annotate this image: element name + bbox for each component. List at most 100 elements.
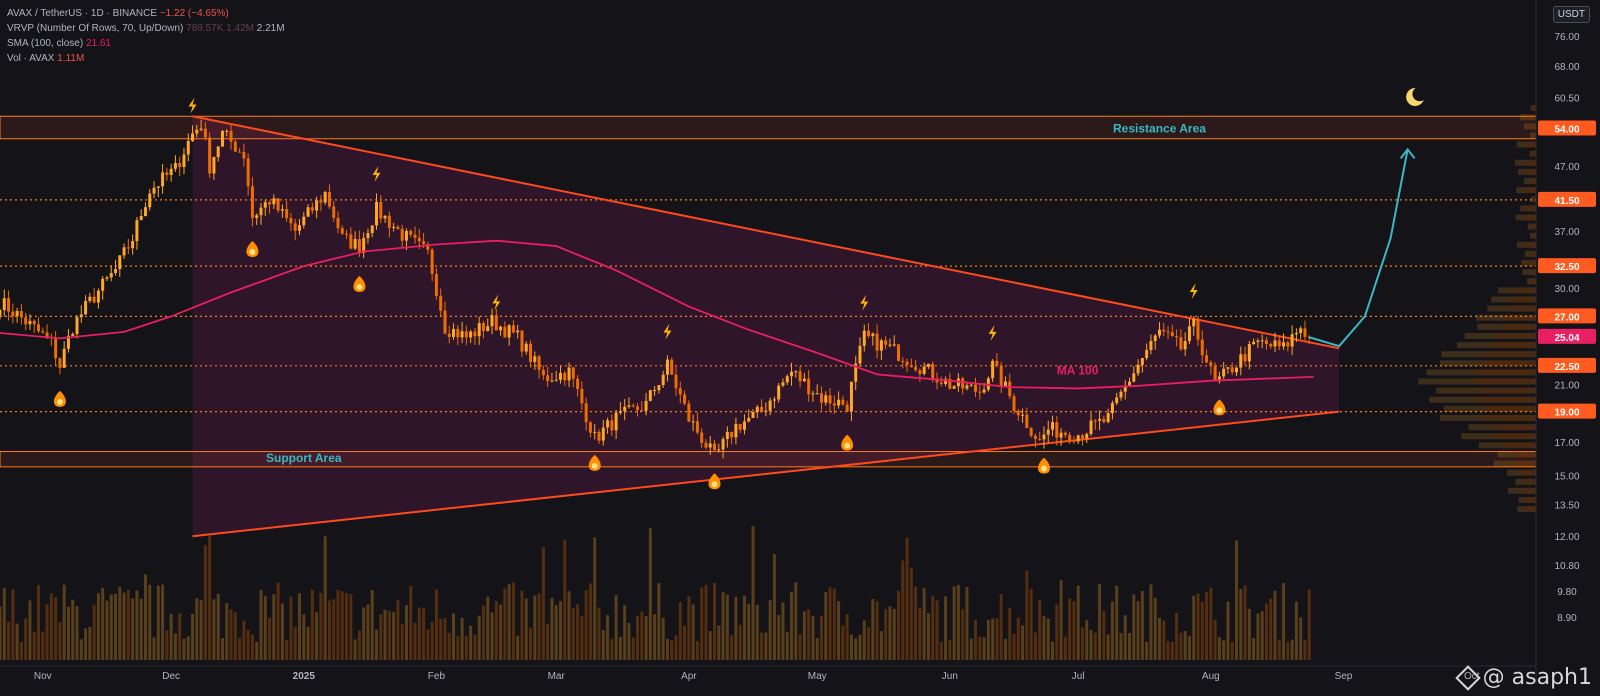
volume-bar bbox=[494, 600, 498, 660]
volume-bar bbox=[233, 612, 237, 660]
volume-bar bbox=[828, 587, 832, 660]
candle-body bbox=[507, 325, 511, 338]
volume-bar bbox=[486, 596, 490, 660]
volume-profile-bar bbox=[1504, 442, 1536, 449]
volume-bar bbox=[345, 593, 349, 660]
volume-bar bbox=[191, 613, 195, 660]
volume-bar bbox=[1239, 588, 1243, 660]
candle-body bbox=[558, 372, 562, 380]
legend-vrvp-total: 2.21M bbox=[256, 23, 285, 34]
candle-body bbox=[888, 344, 892, 346]
volume-profile-bar bbox=[1426, 369, 1476, 376]
candle-body bbox=[1016, 410, 1020, 416]
candle-body bbox=[1136, 364, 1140, 374]
volume-bar bbox=[537, 593, 541, 660]
candle-body bbox=[456, 328, 460, 338]
candle-body bbox=[854, 363, 858, 382]
currency-button[interactable]: USDT bbox=[1552, 6, 1590, 23]
volume-bar bbox=[404, 605, 408, 660]
volume-bar bbox=[161, 584, 165, 660]
legend-symbol-row[interactable]: AVAX / TetherUS · 1D · BINANCE −1.22 (−4… bbox=[7, 6, 285, 21]
candle-body bbox=[1008, 381, 1012, 397]
candle-body bbox=[832, 403, 836, 406]
candle-body bbox=[862, 330, 866, 346]
volume-bar bbox=[640, 611, 644, 660]
volume-bar bbox=[571, 607, 575, 660]
candle-body bbox=[995, 360, 999, 366]
candle-body bbox=[588, 422, 592, 433]
price-tick-label: 12.00 bbox=[1554, 532, 1579, 543]
volume-profile-bar bbox=[1529, 150, 1533, 157]
volume-profile-bar bbox=[1520, 469, 1536, 476]
volume-bar bbox=[139, 598, 143, 660]
legend-vrvp-label: VRVP (Number Of Rows, 70, Up/Down) bbox=[7, 23, 184, 34]
candle-body bbox=[2, 298, 6, 311]
volume-bar bbox=[199, 599, 203, 660]
legend-sma-row[interactable]: SMA (100, close) 21.61 bbox=[7, 36, 285, 51]
volume-bar bbox=[875, 601, 879, 660]
volume-profile-bar bbox=[1471, 378, 1536, 385]
candle-body bbox=[1128, 381, 1132, 386]
volume-bar bbox=[362, 607, 366, 660]
volume-bar bbox=[1080, 627, 1084, 660]
candle-body bbox=[1021, 414, 1025, 416]
legend-vol-row[interactable]: Vol · AVAX 1.11M bbox=[7, 51, 285, 66]
volume-profile-bar bbox=[1520, 114, 1528, 121]
volume-profile-bar bbox=[1520, 205, 1528, 212]
candle-body bbox=[71, 333, 75, 336]
candle-body bbox=[982, 389, 986, 393]
candle-body bbox=[15, 311, 19, 317]
volume-bar bbox=[734, 597, 738, 660]
volume-bar bbox=[11, 589, 15, 660]
candle-body bbox=[819, 393, 823, 403]
volume-profile-bar bbox=[1532, 105, 1536, 112]
volume-profile-bar bbox=[1532, 132, 1536, 139]
volume-bar bbox=[730, 635, 734, 660]
volume-profile-bar bbox=[1516, 187, 1526, 194]
price-tick-label: 76.00 bbox=[1554, 32, 1579, 43]
volume-bar bbox=[84, 628, 88, 660]
volume-bar bbox=[1196, 593, 1200, 660]
volume-bar bbox=[854, 638, 858, 660]
volume-bar bbox=[879, 631, 883, 660]
volume-bar bbox=[888, 606, 892, 660]
volume-bar bbox=[259, 589, 263, 660]
volume-bar bbox=[392, 612, 396, 660]
candle-body bbox=[640, 409, 644, 411]
candle-body bbox=[156, 186, 160, 188]
candle-body bbox=[1299, 328, 1303, 333]
volume-bar bbox=[396, 599, 400, 660]
volume-bar bbox=[648, 528, 652, 660]
legend-vrvp-row[interactable]: VRVP (Number Of Rows, 70, Up/Down) 789.5… bbox=[7, 21, 285, 36]
candle-body bbox=[1068, 434, 1072, 441]
candle-body bbox=[220, 130, 224, 147]
volume-bar bbox=[370, 590, 374, 660]
candle-body bbox=[285, 209, 289, 219]
volume-bar bbox=[982, 637, 986, 660]
volume-profile-bar bbox=[1526, 497, 1536, 503]
volume-profile-bar bbox=[1439, 360, 1484, 367]
volume-profile-bar bbox=[1524, 478, 1536, 485]
candle-body bbox=[182, 154, 186, 168]
candle-body bbox=[1132, 373, 1136, 382]
candle-body bbox=[1038, 438, 1042, 440]
candle-body bbox=[122, 247, 126, 256]
volume-bar bbox=[7, 621, 11, 660]
candle-body bbox=[7, 298, 11, 312]
candle-body bbox=[340, 228, 344, 234]
volume-bar bbox=[580, 615, 584, 660]
volume-profile-bar bbox=[1518, 497, 1527, 503]
candle-body bbox=[674, 374, 678, 389]
volume-profile-bar bbox=[1532, 232, 1536, 239]
candle-body bbox=[1205, 355, 1209, 363]
candle-body bbox=[1003, 381, 1007, 387]
volume-bar bbox=[1089, 629, 1093, 660]
volume-profile-bar bbox=[1529, 123, 1536, 130]
volume-profile-bar bbox=[1524, 214, 1536, 221]
candle-body bbox=[96, 290, 100, 303]
volume-bar bbox=[1140, 590, 1144, 660]
volume-bar bbox=[1055, 604, 1059, 660]
volume-bar bbox=[657, 583, 661, 660]
volume-bar bbox=[1170, 641, 1174, 660]
